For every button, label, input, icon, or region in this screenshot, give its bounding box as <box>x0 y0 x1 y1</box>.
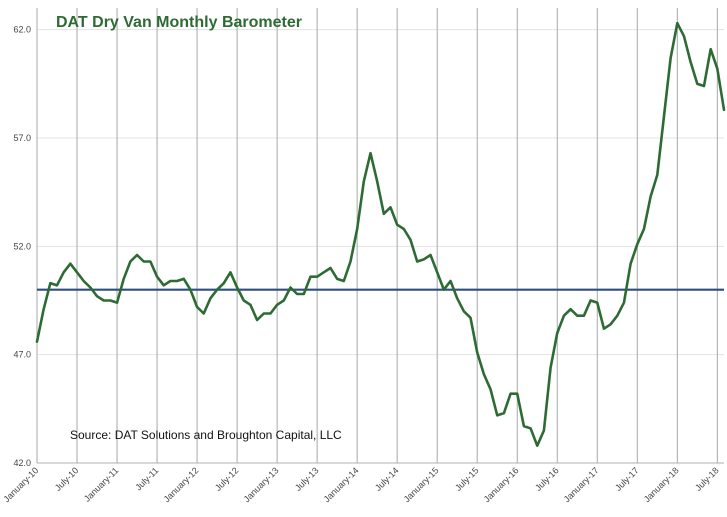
y-tick-label: 57.0 <box>13 133 31 143</box>
gridlines <box>36 8 724 464</box>
y-tick-labels: 42.0 47.0 52.0 57.0 62.0 <box>13 25 31 468</box>
x-tick-label: January-10 <box>2 465 41 504</box>
x-tick-label: July-13 <box>293 465 321 493</box>
y-tick-label: 47.0 <box>13 350 31 360</box>
x-tick-label: July-15 <box>453 465 481 493</box>
x-tick-label: January-11 <box>82 465 120 503</box>
x-tick-label: July-12 <box>213 465 241 493</box>
x-tick-label: July-16 <box>533 465 561 493</box>
x-tick-label: January-16 <box>482 465 521 504</box>
series-line <box>35 21 726 447</box>
x-tick-label: January-14 <box>322 465 361 504</box>
x-tick-label: July-18 <box>693 465 721 493</box>
y-tick-label: 42.0 <box>13 458 31 468</box>
x-tick-label: July-10 <box>53 465 81 493</box>
x-tick-label: January-18 <box>642 465 681 504</box>
x-tick-labels: January-10 July-10 January-11 July-11 Januar… <box>2 465 721 504</box>
source-note: Source: DAT Solutions and Broughton Capi… <box>70 428 342 442</box>
x-tick-label: January-17 <box>562 465 601 504</box>
x-tick-label: July-14 <box>373 465 401 493</box>
y-tick-label: 62.0 <box>13 25 31 35</box>
x-tick-label: July-11 <box>133 465 160 492</box>
y-tick-label: 52.0 <box>13 241 31 251</box>
x-tick-label: July-17 <box>613 465 641 493</box>
series-layer <box>35 21 726 447</box>
x-tick-label: January-15 <box>402 465 441 504</box>
x-tick-label: January-12 <box>162 465 201 504</box>
x-tick-label: January-13 <box>242 465 281 504</box>
chart-title: DAT Dry Van Monthly Barometer <box>56 14 302 31</box>
